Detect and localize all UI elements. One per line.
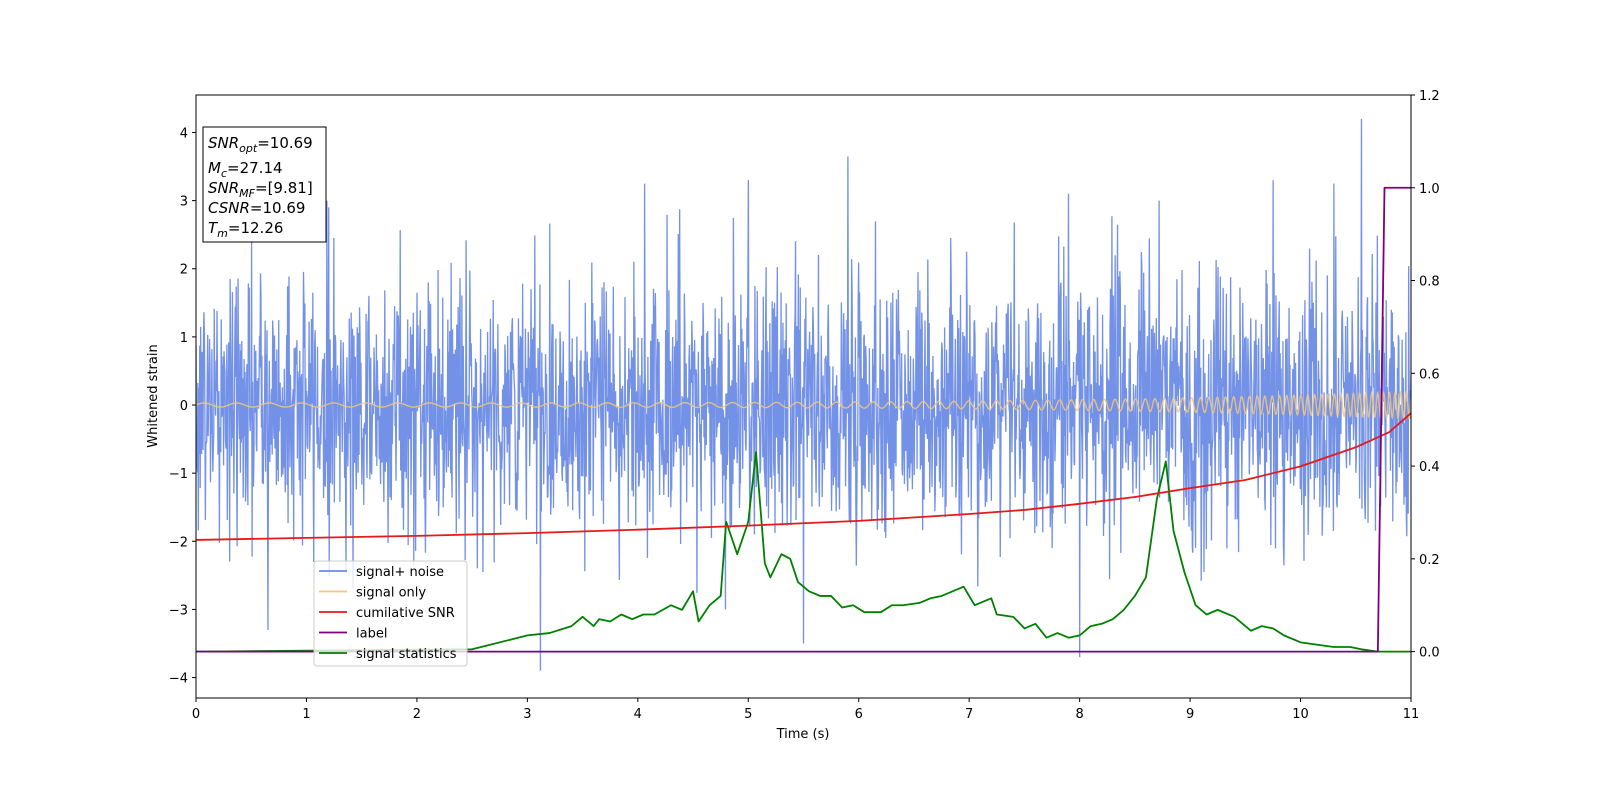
y-left-tick-label: −2 [169,535,188,550]
info-box-line: CSNR=10.69 [208,199,305,217]
series-cumilative-snr-line [196,412,1411,541]
y-left-tick-label: 1 [180,331,188,346]
legend-label: cumilative SNR [356,606,455,621]
y-left-tick-label: −3 [169,603,188,618]
series-label-line [196,186,1411,653]
series-signal-noise-line [196,118,1411,671]
x-tick-label: 11 [1403,707,1420,722]
series-signal-only-line [196,389,1411,421]
x-tick-label: 4 [634,707,642,722]
info-box-frame [202,126,327,243]
info-box-line: SNRopt=10.69 [208,134,313,155]
y-right-tick-label: 1.2 [1419,89,1440,104]
x-tick-label: 10 [1292,707,1309,722]
plot-frame [195,94,1412,699]
x-axis-label: Time (s) [776,727,830,742]
legend-label: signal only [356,586,426,601]
legend-label: signal statistics [356,647,457,662]
y-right-tick-label: 0.8 [1419,275,1440,290]
y-left-tick-label: −1 [169,467,188,482]
x-tick-label: 7 [965,707,973,722]
x-tick-label: 6 [855,707,863,722]
y-right-tick-label: 0.4 [1419,460,1440,475]
y-right-tick-label: 0.6 [1419,367,1440,382]
y-axis-left: −4 −3 −2 −1 0 1 2 3 4 [169,126,196,687]
y-left-tick-label: 2 [180,263,188,278]
info-box-line: SNRMF=[9.81] [208,179,313,200]
x-tick-label: 2 [413,707,421,722]
y-left-tick-label: −4 [169,672,188,687]
y-left-tick-label: 3 [180,195,188,210]
legend-frame [313,560,468,667]
y-axis-label: Whitened strain [146,344,161,447]
info-box-line: Mc=27.14 [208,159,283,180]
x-tick-label: 8 [1075,707,1083,722]
series-layer [196,118,1411,671]
x-tick-label: 9 [1186,707,1194,722]
y-right-tick-label: 0.0 [1419,646,1440,661]
y-left-tick-label: 0 [180,399,188,414]
x-tick-label: 3 [523,707,531,722]
y-axis-right: 0.0 0.2 0.4 0.6 0.8 1.0 1.2 [1411,89,1440,661]
x-tick-label: 5 [744,707,752,722]
legend-label: label [356,627,387,642]
legend-label: signal+ noise [356,565,444,580]
x-tick-label: 0 [192,707,200,722]
info-box: SNRopt=10.69 Mc=27.14SNRMF=[9.81]CSNR=10.… [202,126,327,243]
y-right-tick-label: 1.0 [1419,182,1440,197]
legend: signal+ noise signal only cumilative SNR la… [313,560,468,667]
x-tick-label: 1 [302,707,310,722]
info-box-line: Tm=12.26 [208,219,283,240]
y-right-tick-label: 0.2 [1419,553,1440,568]
y-left-tick-label: 4 [180,126,188,141]
x-axis: 0 1 2 3 4 5 6 7 8 9 10 11 [192,698,1419,722]
series-signal-statistics-line [196,451,1411,653]
